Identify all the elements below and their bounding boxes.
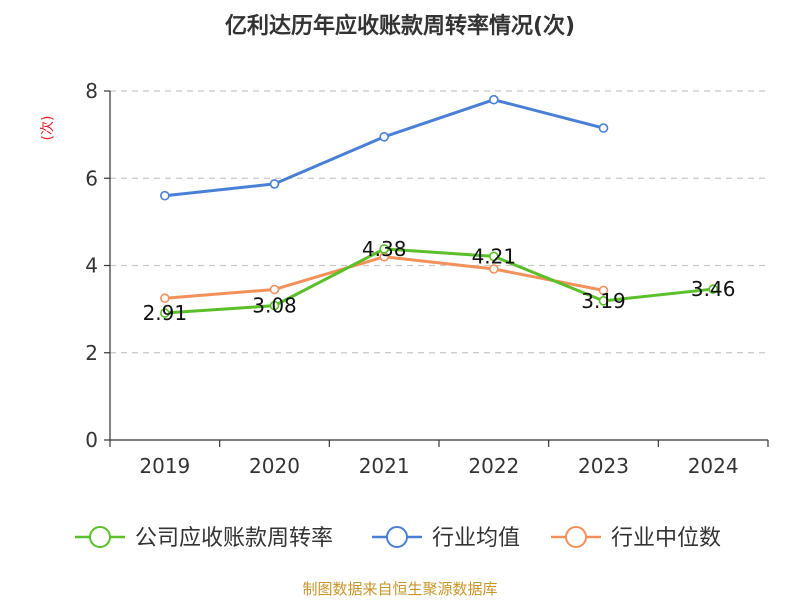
y-tick-label: 2 [85, 341, 98, 365]
series-line [164, 247, 714, 315]
legend: 公司应收账款周转率 行业均值 行业中位数 [75, 526, 721, 551]
x-tick-label: 2020 [249, 454, 300, 478]
x-tick-label: 2021 [359, 454, 410, 478]
legend-marker [89, 526, 111, 548]
data-point [379, 132, 389, 142]
series-line [164, 98, 604, 198]
data-point [269, 300, 280, 311]
data-point [379, 244, 389, 254]
source-note: 制图数据来自恒生聚源数据库 [302, 580, 497, 598]
data-point [489, 264, 499, 274]
x-tick-label: 2019 [139, 454, 190, 478]
data-label: 4.21 [472, 244, 517, 268]
x-tick-label: 2022 [468, 454, 519, 478]
legend-marker [565, 526, 587, 548]
y-tick-label: 4 [85, 254, 98, 278]
legend-label: 行业均值 [432, 526, 520, 551]
data-point [160, 308, 170, 318]
data-label: 3.46 [691, 277, 736, 301]
data-label: 3.19 [581, 289, 626, 313]
y-tick-label: 0 [85, 428, 98, 452]
y-tick-label: 6 [85, 166, 98, 190]
data-point [598, 296, 609, 306]
data-point [160, 190, 170, 201]
data-label: 2.91 [143, 301, 188, 325]
chart-title: 亿利达历年应收账款周转率情况(次) [225, 13, 575, 39]
gridlines [110, 90, 768, 354]
x-tick-label: 2023 [578, 454, 629, 478]
axes: 0 2 4 6 8 2019 2020 2021 2022 2023 2024 [85, 79, 769, 478]
data-point [489, 251, 499, 262]
series-layer [160, 94, 718, 318]
y-tick-label: 8 [85, 79, 98, 103]
data-point [269, 179, 280, 189]
data-point [708, 284, 718, 294]
x-tick-label: 2024 [688, 454, 739, 478]
series-line [164, 255, 604, 300]
data-label: 4.38 [362, 237, 407, 261]
data-point [598, 285, 609, 296]
legend-label: 行业中位数 [611, 526, 721, 551]
data-labels: 2.91 3.08 4.38 4.21 3.19 3.46 [143, 237, 736, 325]
data-point [489, 94, 499, 105]
data-point [598, 123, 609, 133]
legend-marker [386, 526, 408, 548]
data-point [269, 284, 280, 295]
data-label: 3.08 [252, 294, 297, 318]
y-axis-label: (次) [40, 116, 56, 141]
legend-label: 公司应收账款周转率 [135, 526, 333, 551]
data-point [160, 293, 170, 304]
